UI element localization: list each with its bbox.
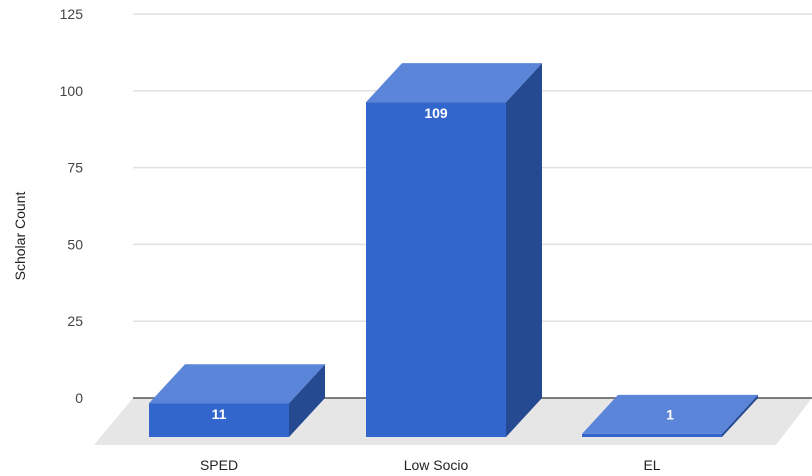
- bar-top-face: [366, 63, 542, 103]
- y-axis-title: Scholar Count: [12, 192, 28, 281]
- bar-sped: 11: [149, 364, 325, 437]
- bar-data-label: 109: [424, 105, 448, 121]
- y-tick-label: 125: [60, 6, 84, 22]
- bar-data-label: 11: [212, 406, 227, 422]
- y-tick-label: 25: [67, 313, 83, 329]
- bar-top-face: [149, 364, 325, 404]
- y-tick-label: 50: [67, 236, 83, 252]
- bar-side-face: [506, 63, 542, 437]
- bar-side-face: [289, 364, 325, 437]
- bars: 11 109 1: [149, 63, 758, 437]
- y-axis-ticks: 0 25 50 75 100 125: [60, 6, 84, 406]
- x-category-label: EL: [643, 457, 660, 473]
- bar-front-face: [366, 102, 506, 437]
- bar-low-socio: 109: [366, 63, 542, 437]
- bar-el: 1: [582, 394, 758, 437]
- bar-data-label: 1: [666, 406, 674, 422]
- x-category-label: SPED: [200, 457, 238, 473]
- bar-side-face: [722, 394, 758, 437]
- bar-front-face: [149, 403, 289, 437]
- y-tick-label: 100: [60, 83, 84, 99]
- x-category-label: Low Socio: [404, 457, 469, 473]
- bar-top-face: [582, 394, 758, 434]
- y-tick-label: 75: [67, 160, 83, 176]
- y-tick-label: 0: [75, 390, 83, 406]
- bar-front-face: [582, 433, 722, 437]
- x-axis-categories: SPED Low Socio EL: [200, 457, 661, 473]
